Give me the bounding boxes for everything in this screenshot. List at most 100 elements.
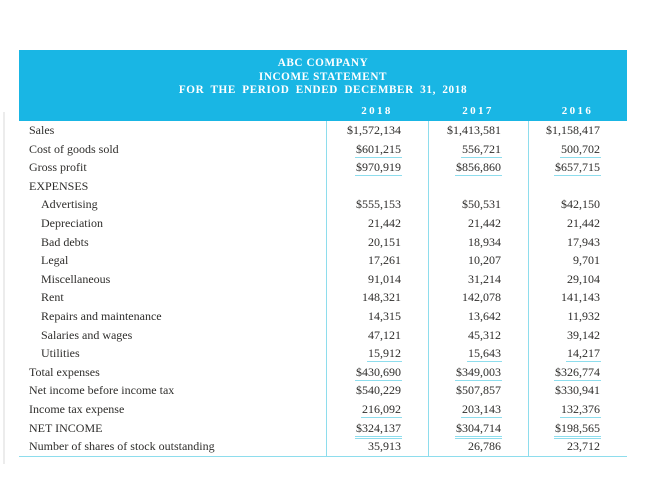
scan-artifact-line [3, 112, 5, 464]
statement-title: INCOME STATEMENT [258, 70, 388, 83]
row-label: Net income before income tax [29, 383, 175, 398]
row-label: Bad debts [41, 234, 89, 249]
row-value: 29,104 [528, 269, 627, 289]
row-value: 10,207 [428, 251, 528, 270]
row-value: 11,932 [528, 306, 627, 326]
row-value: $1,158,417 [528, 121, 627, 140]
row-value-text: 9,701 [573, 253, 600, 268]
row-value: 141,143 [528, 288, 627, 307]
row-value-text: 15,643 [467, 346, 502, 363]
row-value: $1,572,134 [326, 121, 428, 140]
row-value-text: $507,857 [456, 383, 501, 398]
row-value: $507,857 [428, 381, 528, 400]
row-value-text [500, 179, 502, 193]
row-value: $326,774 [528, 362, 627, 382]
row-value-text: $349,003 [455, 364, 502, 381]
row-value: 35,913 [326, 437, 428, 456]
table-row: NET INCOME $324,137 $304,714 $198,565 [19, 418, 627, 439]
row-value-text: 216,092 [361, 401, 402, 418]
row-value: 13,642 [428, 306, 528, 326]
row-value-text: $1,413,581 [447, 123, 501, 137]
row-value: $657,715 [528, 158, 627, 177]
row-label: Repairs and maintenance [41, 308, 162, 323]
row-value: 21,442 [326, 213, 428, 233]
row-value-text: 203,143 [461, 401, 502, 418]
table-row: Bad debts 20,151 18,934 17,943 [19, 232, 627, 252]
row-value-text: $330,941 [555, 383, 600, 398]
row-label: Depreciation [41, 215, 103, 230]
table-row: Legal 17,261 10,207 9,701 [19, 251, 627, 270]
row-value-text: 15,912 [367, 346, 402, 363]
row-value-text: 47,121 [368, 327, 401, 342]
row-label: Sales [29, 123, 55, 137]
row-value-text: 35,913 [368, 439, 401, 454]
row-value-text: 10,207 [468, 253, 501, 268]
row-value: 23,712 [528, 437, 627, 456]
table-row: Salaries and wages 47,121 45,312 39,142 [19, 325, 627, 345]
row-value-text: $970,919 [355, 160, 402, 177]
table-row: Sales $1,572,134 $1,413,581 $1,158,417 [19, 121, 627, 140]
row-value-text: 31,214 [468, 271, 501, 286]
row-value: 39,142 [528, 325, 627, 345]
row-value: $540,229 [326, 381, 428, 400]
row-value [326, 176, 428, 196]
row-value-text: $304,714 [455, 420, 502, 439]
row-label: Salaries and wages [41, 327, 133, 342]
row-value: 132,376 [528, 399, 627, 419]
row-value-text: 21,442 [468, 215, 501, 230]
row-value-text: $555,153 [356, 197, 401, 212]
row-value-text: $50,531 [462, 197, 501, 212]
row-value-text: 556,721 [461, 141, 502, 158]
table-row: Gross profit $970,919 $856,860 $657,715 [19, 158, 627, 177]
table-row: Income tax expense 216,092 203,143 132,3… [19, 399, 627, 419]
row-value-text: 45,312 [468, 327, 501, 342]
row-value-text: 39,142 [567, 327, 600, 342]
row-value: 26,786 [428, 437, 528, 456]
row-value: 18,934 [428, 232, 528, 252]
row-value: $324,137 [326, 418, 428, 439]
table-row: Depreciation 21,442 21,442 21,442 [19, 213, 627, 233]
row-value: 21,442 [428, 213, 528, 233]
row-value-text: $1,158,417 [546, 123, 600, 137]
row-value-text: $601,215 [355, 141, 402, 158]
row-value-text: 18,934 [468, 234, 501, 249]
row-value-text [400, 179, 402, 193]
row-value: 21,442 [528, 213, 627, 233]
row-value: $42,150 [528, 195, 627, 214]
year-header-2017: 2017 [462, 104, 494, 117]
company-name: ABC COMPANY [277, 57, 369, 69]
table-row: Rent 148,321 142,078 141,143 [19, 288, 627, 307]
row-value: $330,941 [528, 381, 627, 400]
row-value-text [599, 179, 601, 193]
year-header-row: 2018 2017 2016 [19, 98, 627, 121]
row-value: 17,261 [326, 251, 428, 270]
row-value: 556,721 [428, 139, 528, 159]
row-value-text: 91,014 [368, 271, 401, 286]
row-value-text: 14,217 [566, 346, 601, 363]
table-row: Total expenses $430,690 $349,003 $326,77… [19, 362, 627, 382]
row-value-text: $540,229 [356, 383, 401, 398]
statement-header-band: ABC COMPANY INCOME STATEMENT FOR THE PER… [19, 50, 627, 121]
row-value: 20,151 [326, 232, 428, 252]
row-value: $304,714 [428, 418, 528, 439]
row-label: Gross profit [29, 160, 87, 175]
row-label: Rent [41, 290, 64, 305]
row-value: 31,214 [428, 269, 528, 289]
row-value: 14,217 [528, 344, 627, 363]
row-value: 500,702 [528, 139, 627, 159]
row-value: 14,315 [326, 306, 428, 326]
row-value-text: 26,786 [468, 439, 501, 454]
table-row: Utilities 15,912 15,643 14,217 [19, 344, 627, 363]
row-value-text: 148,321 [362, 290, 401, 305]
row-value-text: $42,150 [561, 197, 600, 212]
row-value-text: 11,932 [567, 308, 600, 323]
year-header-2018: 2018 [361, 104, 393, 117]
row-value-text: 141,143 [561, 290, 600, 305]
row-value-text: 13,642 [468, 308, 501, 323]
row-value-text: 132,376 [560, 401, 601, 418]
row-value: $430,690 [326, 362, 428, 382]
row-value-text: 23,712 [567, 439, 600, 454]
row-value: 15,643 [428, 344, 528, 363]
row-value-text: 500,702 [560, 141, 601, 158]
row-label: Miscellaneous [41, 271, 111, 286]
